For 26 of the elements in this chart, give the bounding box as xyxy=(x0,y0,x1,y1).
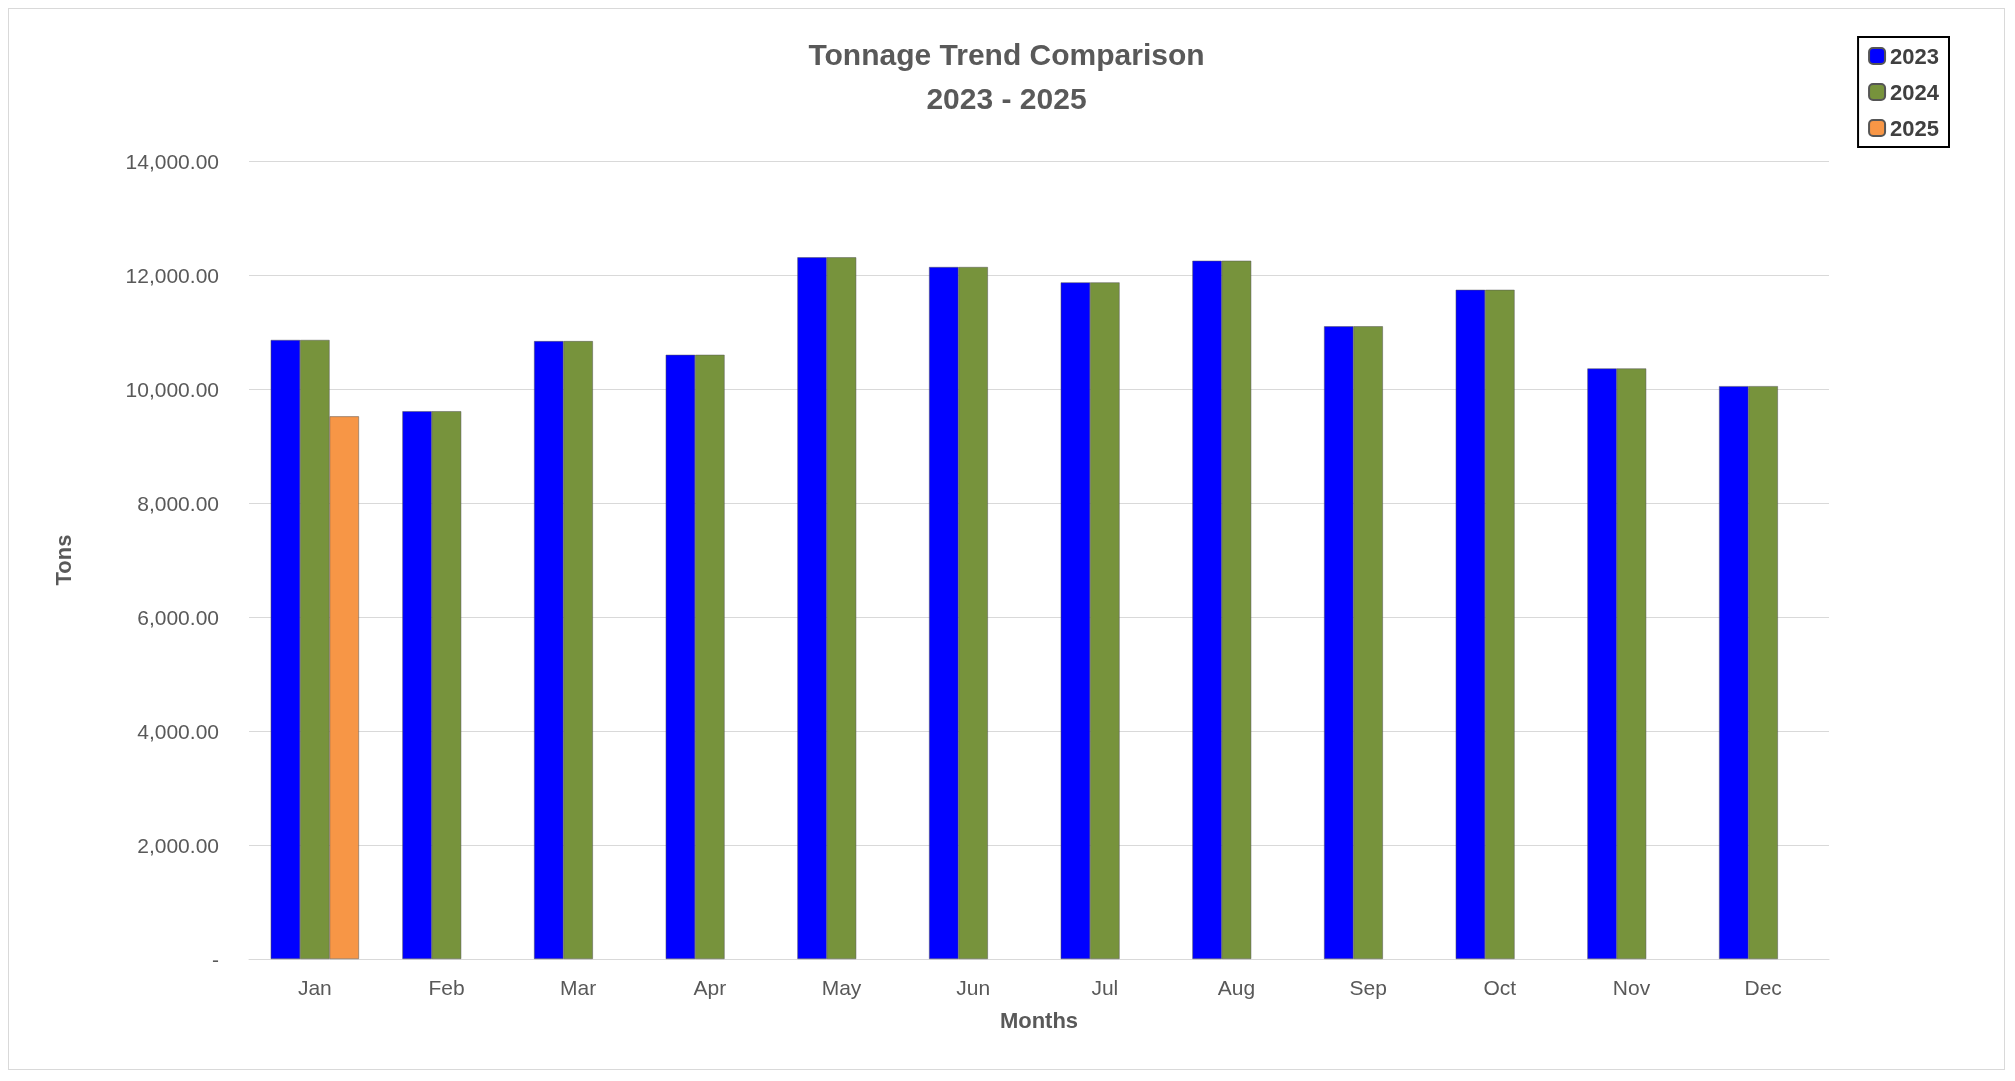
x-tick-label: Apr xyxy=(693,976,727,999)
x-tick-label: Jan xyxy=(297,976,332,999)
x-tick-label: Oct xyxy=(1483,976,1517,999)
legend-label: 2025 xyxy=(1890,115,1940,141)
legend-label: 2024 xyxy=(1890,79,1940,105)
y-tick-label: 10,000.00 xyxy=(125,377,219,401)
x-tick-label: Mar xyxy=(560,976,597,999)
y-tick-label: 14,000.00 xyxy=(125,149,219,173)
x-tick-label: Aug xyxy=(1217,976,1256,999)
chart-title: Tonnage Trend Comparison 2023 - 2025 xyxy=(808,37,1205,115)
y-tick-label: 12,000.00 xyxy=(125,263,219,287)
x-tick-label: Feb xyxy=(428,976,465,999)
x-tick-label: Dec xyxy=(1744,976,1782,999)
y-tick-label: 6,000.00 xyxy=(137,605,219,629)
y-tick-label: - xyxy=(212,947,219,971)
x-tick-label: Jul xyxy=(1091,976,1119,999)
legend-label: 2023 xyxy=(1890,43,1940,69)
x-tick-label: Sep xyxy=(1349,976,1387,999)
y-tick-label: 2,000.00 xyxy=(137,833,219,857)
x-tick-label: Jun xyxy=(956,976,991,999)
x-axis-title: Months xyxy=(999,1007,1079,1033)
x-tick-label: Nov xyxy=(1612,976,1651,999)
y-tick-label: 8,000.00 xyxy=(137,491,219,515)
x-tick-label: May xyxy=(821,976,862,999)
y-axis-title: Tons xyxy=(50,534,76,586)
y-tick-label: 4,000.00 xyxy=(137,719,219,743)
